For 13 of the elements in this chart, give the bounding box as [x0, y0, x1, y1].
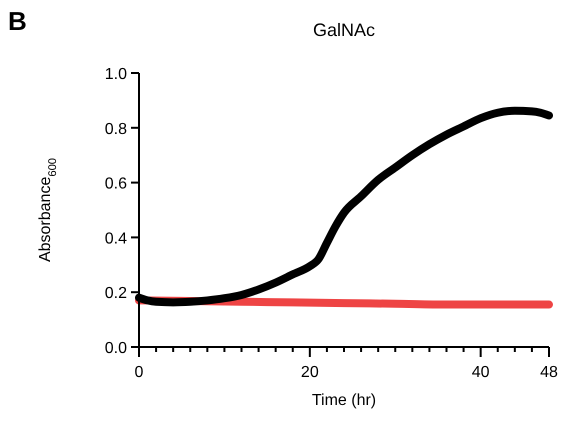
- chart-title: GalNAc: [312, 20, 376, 40]
- x-axis-title: Time (hr): [312, 392, 376, 409]
- x-tick-label: 0: [134, 364, 144, 381]
- y-tick-label: 0.2: [104, 285, 128, 302]
- y-tick-label: 1.0: [104, 66, 128, 83]
- y-tick-label: 0.6: [104, 176, 128, 193]
- y-tick-label: 0.4: [104, 230, 128, 248]
- x-tick-label: 48: [540, 364, 558, 381]
- x-tick-label: 20: [300, 364, 319, 381]
- y-tick-label: 0.0: [104, 340, 128, 357]
- x-tick-label: 40: [472, 364, 490, 381]
- y-tick-label: 0.8: [104, 120, 128, 138]
- text: B: [8, 6, 27, 36]
